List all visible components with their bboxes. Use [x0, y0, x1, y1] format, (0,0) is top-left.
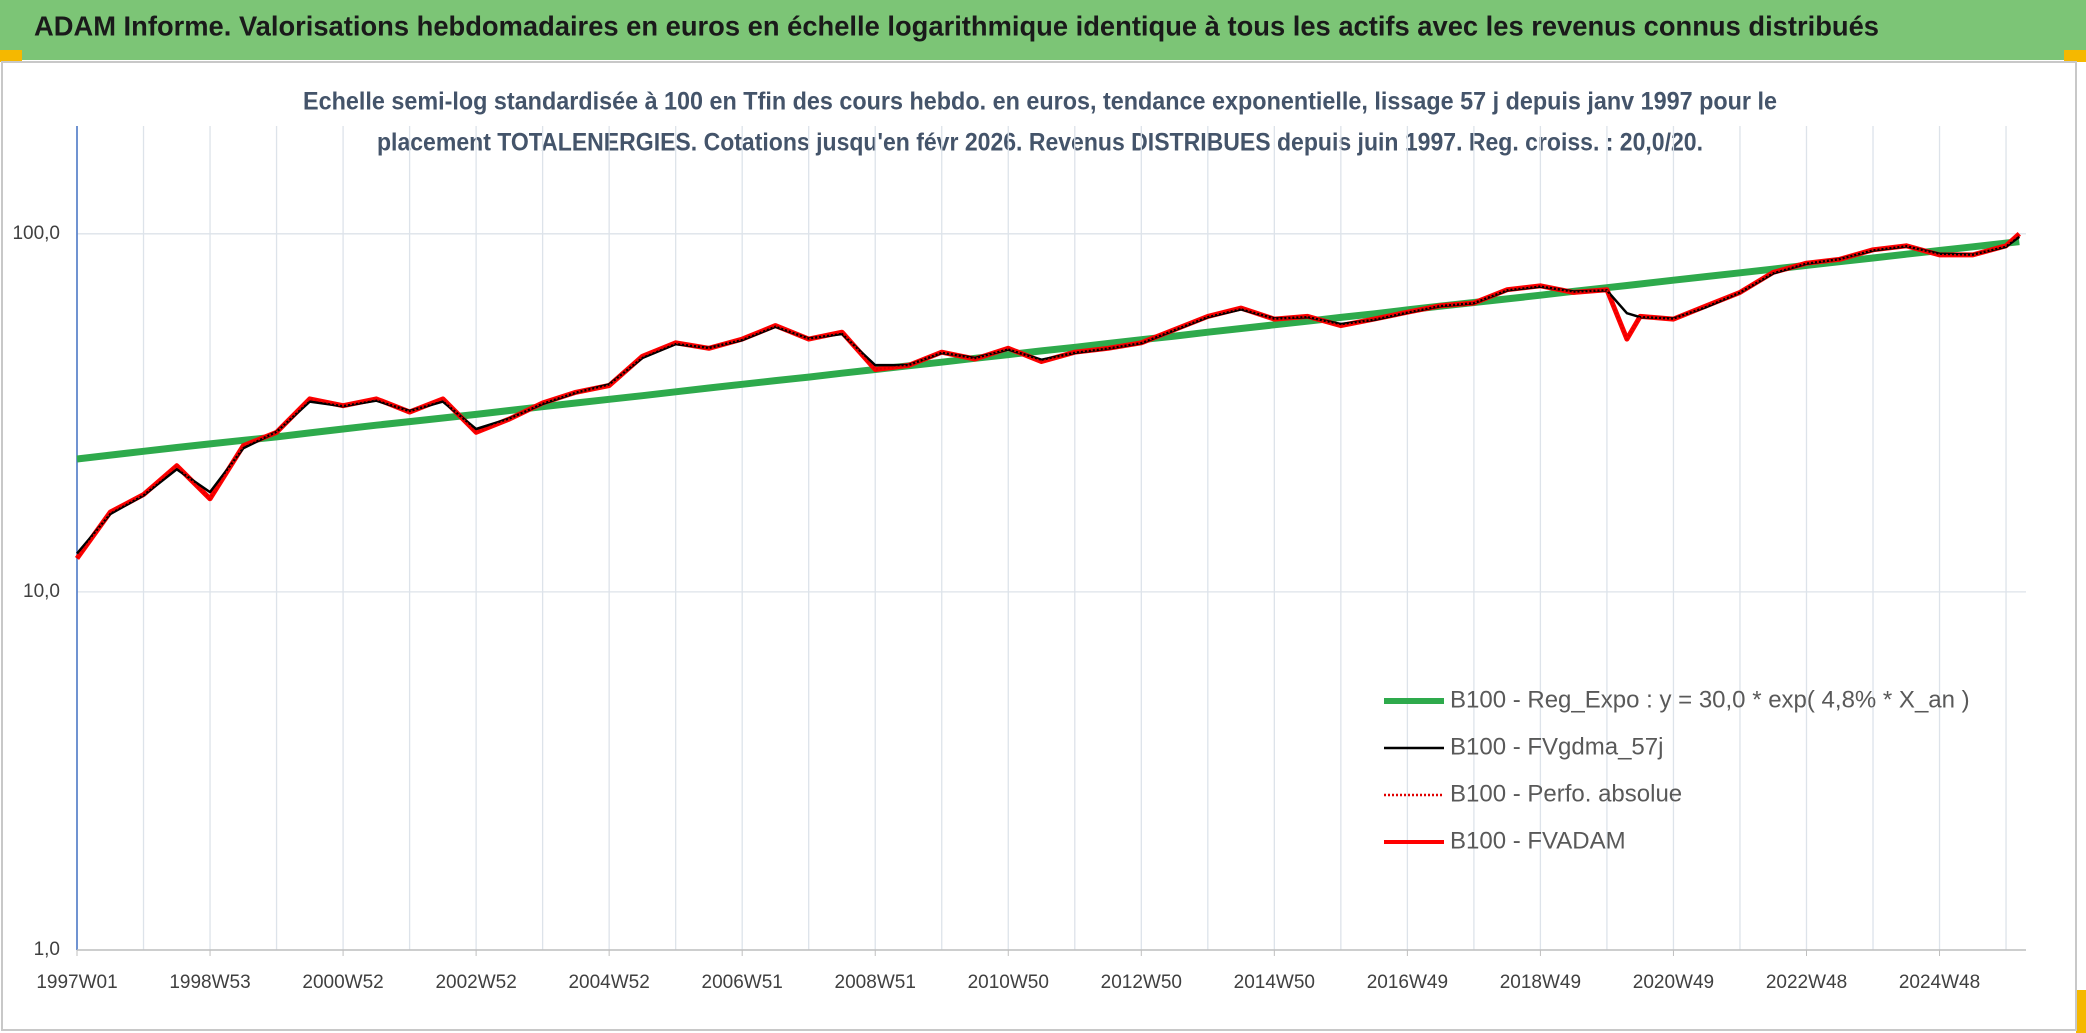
series-line [76, 238, 2020, 463]
x-tick-label: 2006W51 [702, 972, 783, 993]
x-tick-label: 2016W49 [1367, 972, 1448, 993]
chart-subtitle: Echelle semi-log standardisée à 100 en T… [303, 88, 1777, 116]
x-tick-label: 1998W53 [169, 972, 250, 993]
legend-label: B100 - FVgdma_57j [1450, 733, 1663, 760]
y-tick-label: 100,0 [12, 223, 60, 244]
series-line [76, 233, 2020, 559]
x-tick-label: 2010W50 [968, 972, 1049, 993]
x-tick-label: 2004W52 [568, 972, 649, 993]
x-tick-label: 2020W49 [1633, 972, 1714, 993]
plot-area: 1,0 10,0 100,0 1997W01 1998W53 2000W52 2002W52… [12, 126, 2026, 993]
x-tick-label: 2002W52 [435, 972, 516, 993]
y-tick-label: 10,0 [23, 581, 60, 602]
x-tick-label: 2000W52 [302, 972, 383, 993]
legend-label: B100 - FVADAM [1450, 827, 1626, 854]
x-tick-label: 2014W50 [1234, 972, 1315, 993]
corner-mark [2076, 990, 2086, 1033]
x-tick-label: 1997W01 [36, 972, 117, 993]
y-tick-label: 1,0 [34, 939, 60, 960]
x-tick-label: 2018W49 [1500, 972, 1581, 993]
x-tick-label: 2008W51 [835, 972, 916, 993]
chart-subtitle: placement TOTALENERGIES. Cotations jusqu… [377, 129, 1703, 157]
legend-label: B100 - Reg_Expo : y = 30,0 * exp( 4,8% *… [1450, 686, 1970, 713]
corner-mark [2064, 50, 2086, 62]
header-title: ADAM Informe. Valorisations hebdomadaire… [34, 10, 1879, 41]
series-line [76, 235, 2021, 555]
corner-mark [0, 50, 22, 62]
x-tick-label: 2022W48 [1766, 972, 1847, 993]
x-tick-label: 2024W48 [1899, 972, 1980, 993]
header-band [0, 0, 2086, 60]
x-tick-label: 2012W50 [1101, 972, 1182, 993]
legend-label: B100 - Perfo. absolue [1450, 780, 1682, 807]
chart-border [1, 61, 2077, 1031]
